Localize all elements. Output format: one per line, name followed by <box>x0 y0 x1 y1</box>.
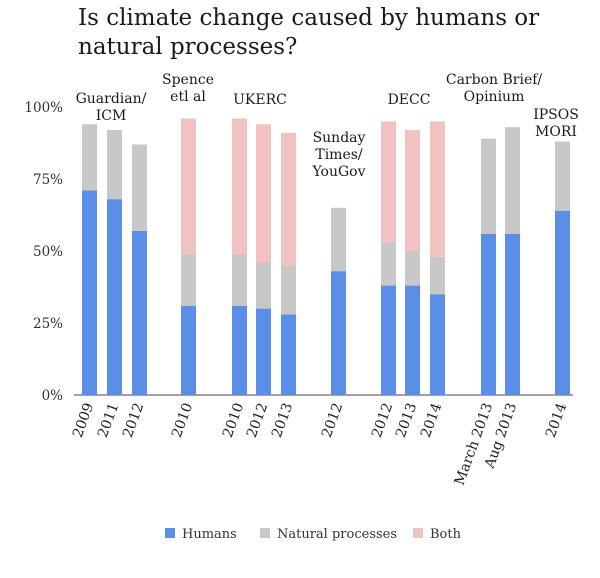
bar-segment-natural <box>232 253 247 306</box>
x-tick-label: 2012 <box>244 401 271 440</box>
bar-segment-humans <box>555 210 570 395</box>
bar-segment-humans <box>232 305 247 395</box>
x-tick-label: 2011 <box>95 401 122 440</box>
group-label-line: Times/ <box>315 147 363 163</box>
y-tick-label: 25% <box>33 316 63 332</box>
y-axis: 0% 25% 50% 75% 100% <box>24 100 63 404</box>
bar-segment-natural <box>132 144 147 231</box>
bar-segment-humans <box>331 271 346 395</box>
bar-segment-natural <box>256 262 271 309</box>
bar-segment-natural <box>430 256 445 295</box>
x-tick-label: 2014 <box>543 401 570 440</box>
legend: Humans Natural processes Both <box>165 527 462 542</box>
group-label-line: etl al <box>170 89 206 105</box>
bar-segment-humans <box>181 305 196 395</box>
bar-segment-both <box>232 118 247 254</box>
group-label: IPSOS MORI <box>533 107 579 140</box>
bar-segment-both <box>181 118 196 254</box>
group-label: Sunday Times/YouGov <box>312 130 366 180</box>
bar-segment-natural <box>107 130 122 200</box>
bar-segment-humans <box>132 230 147 395</box>
bar-segment-humans <box>430 294 445 395</box>
group-label-line: Sunday <box>313 130 366 146</box>
group-labels: Guardian/ICM Spence etl al UKERC Sunday Times… <box>76 72 579 180</box>
bar-segment-natural <box>82 124 97 191</box>
group-label-line: Opinium <box>464 89 525 105</box>
bar-segment-both <box>256 124 271 263</box>
bar-segment-natural <box>555 141 570 211</box>
group-label-line: MORI <box>535 124 577 140</box>
legend-swatch <box>260 528 270 538</box>
bar-segment-humans <box>481 233 496 395</box>
bar-segment-humans <box>256 308 271 395</box>
group-label: UKERC <box>233 92 287 108</box>
bar-segment-humans <box>82 190 97 395</box>
x-tick-label: 2013 <box>393 401 420 440</box>
bar-segment-natural <box>405 251 420 286</box>
bar-segment-humans <box>281 314 296 395</box>
chart-title: Is climate change caused by humans or na… <box>78 5 540 60</box>
x-tick-label: 2012 <box>319 401 346 440</box>
x-tick-label: 2010 <box>169 401 196 440</box>
bar-segment-both <box>405 130 420 251</box>
legend-label: Both <box>430 527 462 542</box>
group-label-line: UKERC <box>233 92 287 108</box>
legend-label: Humans <box>182 527 237 542</box>
legend-swatch <box>165 528 175 538</box>
bar-segment-natural <box>381 242 396 286</box>
x-tick-label: 2009 <box>70 401 97 440</box>
group-label: Guardian/ICM <box>76 91 147 124</box>
bar-segment-natural <box>281 265 296 315</box>
y-tick-label: 50% <box>33 244 63 260</box>
bar-segment-both <box>281 132 296 266</box>
bar-segment-humans <box>505 233 520 395</box>
bar-segment-humans <box>107 199 122 395</box>
bar-segment-natural <box>481 138 496 234</box>
bar-segment-natural <box>331 207 346 272</box>
y-tick-label: 75% <box>33 172 63 188</box>
legend-label: Natural processes <box>277 527 397 542</box>
bar-segment-both <box>430 121 445 257</box>
bar-segment-natural <box>505 127 520 234</box>
bar-segment-humans <box>405 285 420 395</box>
group-label-line: Guardian/ <box>76 91 147 107</box>
group-label-line: IPSOS <box>533 107 579 123</box>
group-label: DECC <box>388 92 431 108</box>
bar-segment-natural <box>181 253 196 306</box>
group-label-line: ICM <box>96 108 127 124</box>
group-label-line: DECC <box>388 92 431 108</box>
group-label-line: Carbon Brief/ <box>446 72 543 88</box>
y-tick-label: 0% <box>42 388 64 404</box>
x-tick-label: 2014 <box>418 401 445 440</box>
x-tick-label: 2013 <box>269 401 296 440</box>
bar-area <box>74 118 573 396</box>
legend-swatch <box>413 528 423 538</box>
group-label: Spence etl al <box>162 72 214 105</box>
group-label: Carbon Brief/Opinium <box>446 72 543 105</box>
x-tick-label: 2012 <box>120 401 147 440</box>
group-label-line: YouGov <box>312 164 366 180</box>
bar-segment-both <box>381 121 396 243</box>
y-tick-label: 100% <box>24 100 63 116</box>
group-label-line: Spence <box>162 72 214 88</box>
bar-segment-humans <box>381 285 396 395</box>
